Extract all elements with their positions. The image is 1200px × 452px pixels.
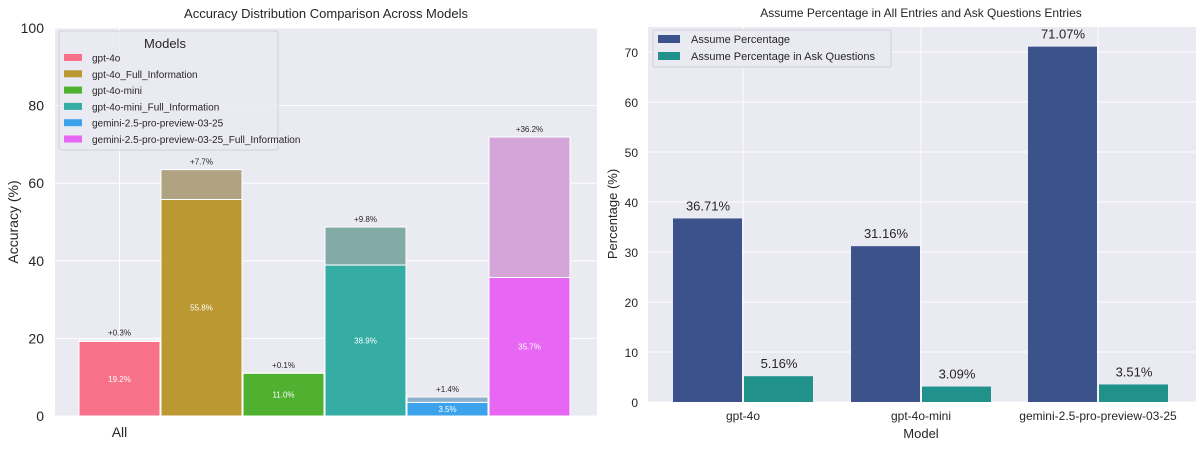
chart-title: Accuracy Distribution Comparison Across … xyxy=(184,6,468,21)
y-tick-label: 20 xyxy=(28,330,44,346)
y-tick-label: 30 xyxy=(625,246,639,260)
bar-delta-gemini-2.5-pro-preview-03-25_Full_Information xyxy=(489,137,570,277)
bar-delta-gpt-4o_Full_Information xyxy=(161,170,242,200)
legend-swatch xyxy=(658,52,680,60)
legend-label: gemini-2.5-pro-preview-03-25 xyxy=(92,119,224,130)
legend-label: Assume Percentage in Ask Questions xyxy=(691,51,876,63)
x-tick-label: gpt-4o-mini xyxy=(891,409,951,423)
y-tick-label: 20 xyxy=(625,296,639,310)
bar-value-label: 55.8% xyxy=(190,304,213,313)
bar-delta-label: +1.4% xyxy=(436,385,459,394)
legend-label: Assume Percentage xyxy=(691,34,790,46)
bar-gpt-4o-assume xyxy=(673,218,742,402)
bar-value-label: 11.0% xyxy=(272,391,294,400)
legend: Models gpt-4o gpt-4o_Full_Information gpt-4… xyxy=(59,31,300,150)
legend-swatch xyxy=(64,70,82,77)
y-tick-label: 60 xyxy=(625,96,639,110)
bar-gemini-2.5-pro-preview-03-25-assume xyxy=(1028,47,1097,402)
legend-swatch xyxy=(64,119,82,126)
bar-value-label: 3.5% xyxy=(438,405,456,414)
legend-swatch xyxy=(64,103,82,110)
y-tick-label: 40 xyxy=(625,196,639,210)
y-tick-label: 100 xyxy=(21,20,45,36)
legend-swatch xyxy=(658,35,680,43)
legend-title: Models xyxy=(144,36,186,51)
bar-gpt-4o-assume-ask xyxy=(744,376,813,402)
assume-chart: 0 10 20 30 40 50 60 70 36.71% 31.16% 71.07% 5.16% 3.… xyxy=(605,6,1196,441)
y-tick-label: 40 xyxy=(28,253,44,269)
bar-value-label: 31.16% xyxy=(864,226,909,241)
bar-delta-label: +7.7% xyxy=(190,158,213,167)
y-axis-label: Accuracy (%) xyxy=(5,180,21,263)
y-tick-label: 80 xyxy=(28,98,44,114)
bar-value-label: 38.9% xyxy=(354,337,377,346)
bar-delta-label: +0.1% xyxy=(272,361,295,370)
legend-swatch xyxy=(64,136,82,143)
x-axis-label: Model xyxy=(903,426,939,441)
legend: Assume Percentage Assume Percentage in As… xyxy=(653,30,891,67)
bar-delta-label: +9.8% xyxy=(354,215,377,224)
y-tick-label: 50 xyxy=(625,146,639,160)
bar-gemini-2.5-pro-preview-03-25-assume-ask xyxy=(1099,384,1168,402)
bar-gpt-4o-mini-assume-ask xyxy=(922,387,991,402)
y-tick-label: 70 xyxy=(625,46,639,60)
bar-delta-gpt-4o-mini_Full_Information xyxy=(325,227,406,265)
x-tick-label: All xyxy=(112,424,128,440)
x-tick-label: gemini-2.5-pro-preview-03-25 xyxy=(1019,409,1177,423)
y-tick-label: 10 xyxy=(625,346,639,360)
x-tick-label: gpt-4o xyxy=(726,409,760,423)
legend-label: gpt-4o xyxy=(92,54,121,65)
bar-gpt-4o-mini-assume xyxy=(851,246,920,402)
y-tick-label: 60 xyxy=(28,175,44,191)
legend-label: gemini-2.5-pro-preview-03-25_Full_Inform… xyxy=(92,135,300,146)
legend-swatch xyxy=(64,54,82,61)
bar-delta-label: +36.2% xyxy=(516,125,543,134)
legend-label: gpt-4o-mini xyxy=(92,86,142,97)
bar-value-label: 71.07% xyxy=(1041,27,1086,42)
bar-delta-label: +0.3% xyxy=(108,328,131,337)
legend-label: gpt-4o_Full_Information xyxy=(92,70,198,81)
bar-value-label: 36.71% xyxy=(686,198,731,213)
y-tick-label: 0 xyxy=(631,396,638,410)
accuracy-chart: 0 20 40 60 80 100 19.2% +0.3% 55.8% +7.7% 11.0% +0.… xyxy=(5,6,597,440)
legend-swatch xyxy=(64,87,82,94)
bar-value-label: 3.51% xyxy=(1116,364,1153,379)
bar-delta-gemini-2.5-pro-preview-03-25 xyxy=(407,397,488,402)
bar-value-label: 35.7% xyxy=(518,343,541,352)
y-axis-label: Percentage (%) xyxy=(605,169,620,259)
legend-label: gpt-4o-mini_Full_Information xyxy=(92,102,219,113)
bar-value-label: 19.2% xyxy=(108,375,131,384)
chart-title: Assume Percentage in All Entries and Ask… xyxy=(760,6,1082,20)
bar-value-label: 3.09% xyxy=(939,367,976,382)
bar-value-label: 5.16% xyxy=(761,356,798,371)
y-tick-label: 0 xyxy=(36,408,44,424)
